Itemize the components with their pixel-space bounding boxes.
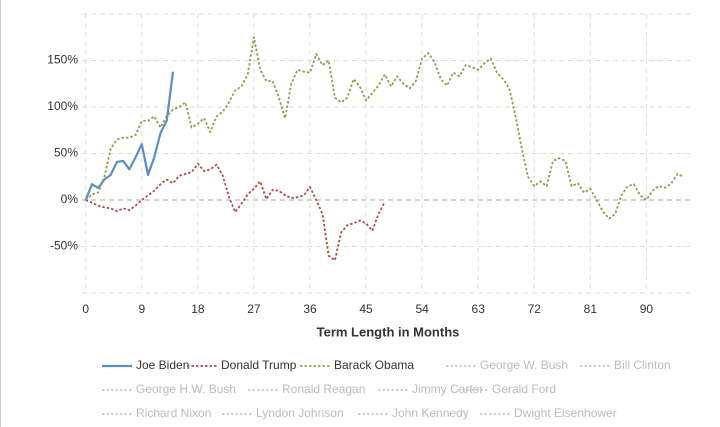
legend-label[interactable]: Barack Obama: [334, 358, 414, 372]
legend-label[interactable]: George W. Bush: [480, 358, 568, 372]
legend-label[interactable]: Jimmy Carter: [412, 382, 483, 396]
x-tick-label: 90: [640, 302, 654, 316]
y-tick-label: 150%: [47, 53, 78, 67]
series-line: [85, 36, 685, 220]
legend-label[interactable]: Bill Clinton: [614, 358, 671, 372]
y-tick-label: 0%: [61, 192, 79, 206]
legend-label[interactable]: Gerald Ford: [492, 382, 556, 396]
x-tick-label: 27: [247, 302, 261, 316]
x-tick-label: 72: [528, 302, 542, 316]
x-tick-label: 63: [472, 302, 486, 316]
x-tick-label: 45: [359, 302, 373, 316]
y-tick-label: 50%: [54, 146, 78, 160]
y-tick-label: -50%: [50, 239, 78, 253]
series-line: [84, 71, 175, 201]
legend-label[interactable]: Lyndon Johnson: [256, 406, 344, 420]
x-tick-label: 36: [303, 302, 317, 316]
x-axis-label: Term Length in Months: [317, 324, 460, 339]
x-tick-label: 81: [584, 302, 598, 316]
legend-label[interactable]: Richard Nixon: [136, 406, 211, 420]
legend-label[interactable]: John Kennedy: [392, 406, 469, 420]
x-tick-label: 0: [82, 302, 89, 316]
legend-label[interactable]: Dwight Eisenhower: [514, 406, 617, 420]
legend-label[interactable]: Donald Trump: [221, 358, 297, 372]
legend-label[interactable]: Joe Biden: [136, 358, 189, 372]
x-tick-label: 18: [191, 302, 205, 316]
y-tick-label: 100%: [47, 99, 78, 113]
series-line: [85, 162, 386, 262]
legend-label[interactable]: George H.W. Bush: [136, 382, 236, 396]
x-tick-label: 54: [415, 302, 429, 316]
legend-label[interactable]: Ronald Reagan: [282, 382, 365, 396]
x-tick-label: 9: [138, 302, 145, 316]
